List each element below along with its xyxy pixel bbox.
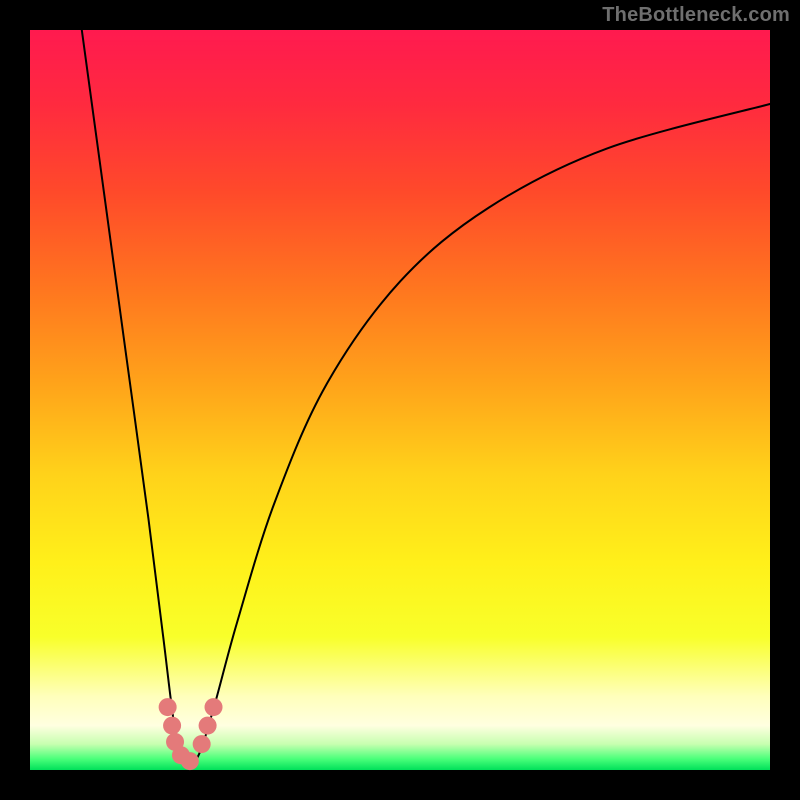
data-marker [199,717,217,735]
data-marker [163,717,181,735]
watermark-text: TheBottleneck.com [602,4,790,27]
bottleneck-curve [82,30,770,766]
chart-overlay [0,0,800,800]
data-marker [205,698,223,716]
data-marker [193,735,211,753]
data-markers [159,698,223,770]
data-marker [159,698,177,716]
data-marker [181,752,199,770]
